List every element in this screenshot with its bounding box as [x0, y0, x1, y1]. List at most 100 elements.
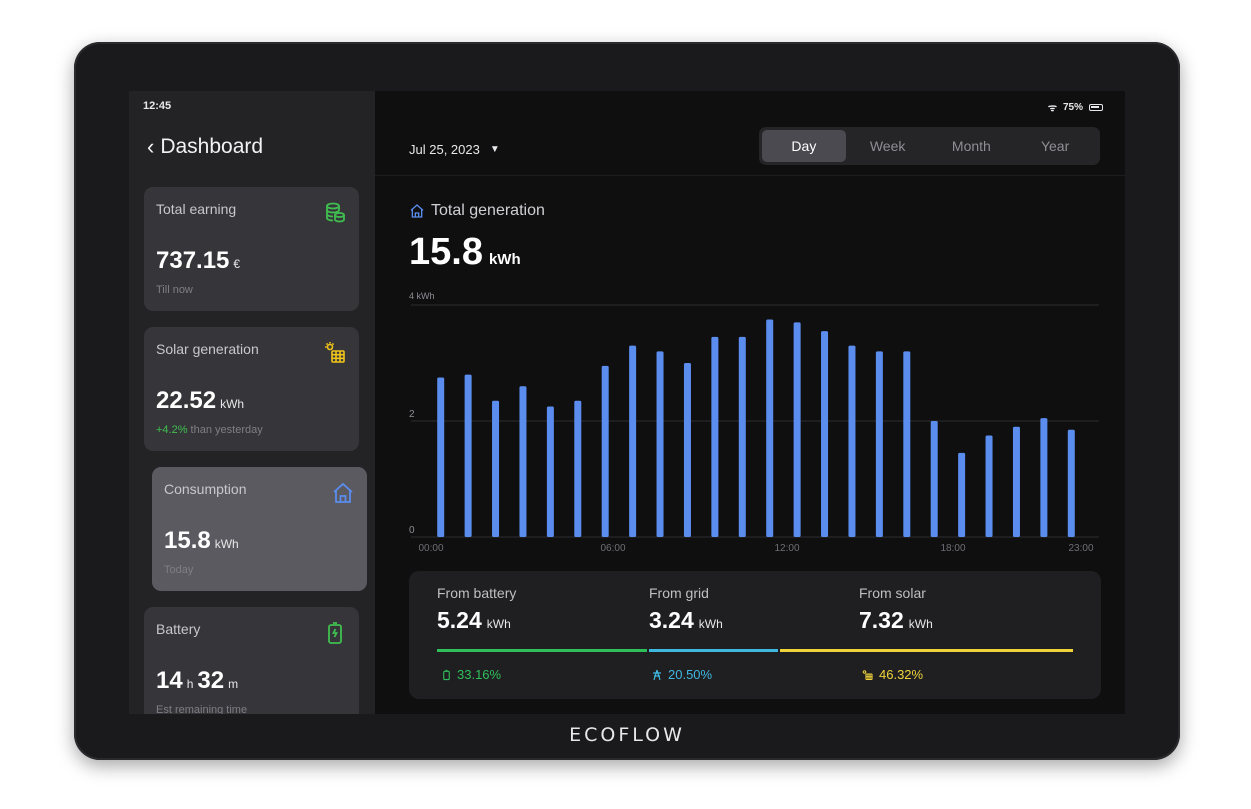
source-value: 7.32	[859, 607, 904, 633]
source-label: From grid	[649, 585, 709, 601]
chart-bar	[437, 377, 445, 537]
chart-bar	[629, 345, 637, 537]
card-total-earning[interactable]: Total earning 737.15 € Till now	[144, 187, 359, 311]
main-panel: ᯤ 75% Jul 25, 2023 ▼ Day Week Month Year…	[375, 91, 1125, 714]
share-segment	[437, 649, 647, 652]
header-divider	[375, 175, 1125, 176]
chart-bar	[683, 363, 691, 537]
chart-bar	[1012, 426, 1020, 537]
chevron-left-icon: ‹	[147, 134, 155, 159]
brand-logo: ECOFLOW	[569, 724, 685, 746]
coins-icon	[326, 202, 345, 223]
caret-down-icon: ▼	[489, 144, 500, 155]
card-label: Consumption	[164, 481, 247, 497]
home-icon	[333, 482, 353, 503]
chart-bar	[1040, 418, 1048, 537]
y-tick-label: 2	[409, 409, 415, 420]
card-solar-generation[interactable]: Solar generation 22.52 kWh +4.2% than ye…	[144, 327, 359, 451]
date-picker[interactable]: Jul 25, 2023 ▼	[409, 142, 500, 157]
source-label: From battery	[437, 585, 517, 601]
source-value: 3.24	[649, 607, 694, 633]
battery-minutes: 32	[197, 667, 225, 694]
date-value: Jul 25, 2023	[409, 142, 480, 157]
source-unit: kWh	[698, 617, 723, 631]
battery-icon	[443, 669, 450, 680]
card-subtext-tail: than yesterday	[187, 424, 263, 436]
status-time: 12:45	[143, 100, 172, 112]
chart-bar	[1067, 429, 1075, 537]
source-share-bar	[437, 649, 1073, 652]
chart-bar	[711, 336, 719, 537]
card-battery[interactable]: Battery 14 h 32 m Est remaining time	[144, 607, 359, 714]
chart-bar	[464, 374, 472, 537]
chart-bar	[930, 421, 938, 537]
grid-tower-icon	[653, 669, 661, 680]
chart-bar	[903, 351, 911, 537]
solar-panel-icon	[325, 342, 345, 363]
share-segment	[780, 649, 1073, 652]
source-label: From solar	[859, 585, 926, 601]
screen: 12:45 ‹ Dashboard Total earning 737.15 €…	[129, 91, 1125, 714]
back-button[interactable]: ‹ Dashboard	[147, 135, 263, 159]
card-value: 15.8	[164, 527, 211, 554]
x-tick-label: 00:00	[418, 543, 443, 554]
chart-bar	[519, 386, 527, 537]
period-tabs: Day Week Month Year	[759, 127, 1100, 165]
card-unit: kWh	[220, 397, 245, 411]
source-value: 5.24	[437, 607, 482, 633]
sidebar: 12:45 ‹ Dashboard Total earning 737.15 €…	[129, 91, 375, 714]
wifi-icon: ᯤ	[1047, 103, 1057, 114]
source-solar: From solar 7.32 kWh	[859, 585, 933, 634]
card-subtext: Till now	[156, 284, 193, 296]
card-label: Solar generation	[156, 341, 259, 357]
generation-unit: kWh	[488, 251, 521, 268]
tab-month[interactable]: Month	[951, 138, 991, 154]
generation-label: Total generation	[431, 202, 545, 219]
card-consumption[interactable]: Consumption 15.8 kWh Today	[152, 467, 367, 591]
battery-percent: 75%	[1062, 101, 1083, 113]
battery-hours: 14	[156, 667, 183, 694]
pct-value: 33.16%	[457, 667, 502, 682]
tab-day[interactable]: Day	[762, 130, 846, 162]
battery-hours-unit: h	[186, 677, 194, 691]
battery-icon	[328, 622, 342, 644]
pct-solar: 46.32%	[861, 667, 923, 682]
x-tick-label: 23:00	[1068, 543, 1093, 554]
status-battery-icon	[1089, 103, 1103, 111]
chart-bar	[985, 435, 993, 537]
generation-total: 15.8 kWh	[409, 231, 521, 274]
y-unit-label: 4 kWh	[409, 291, 435, 301]
card-value: 737.15	[156, 247, 230, 274]
source-grid: From grid 3.24 kWh	[649, 585, 723, 634]
chart-bar	[793, 322, 801, 537]
card-subtext: Est remaining time	[156, 704, 248, 714]
card-unit: kWh	[214, 537, 239, 551]
generation-header: Total generation	[409, 202, 545, 220]
solar-panel-icon	[862, 669, 873, 680]
chart-bar	[546, 406, 554, 537]
tab-week[interactable]: Week	[869, 138, 906, 154]
battery-minutes-unit: m	[228, 677, 239, 691]
generation-value: 15.8	[409, 231, 483, 273]
status-bar: ᯤ 75%	[1048, 100, 1103, 114]
chart-bar	[848, 345, 856, 537]
card-subtext: Today	[164, 564, 194, 576]
share-segment	[648, 649, 779, 652]
pct-value: 20.50%	[668, 667, 713, 682]
chart-bar	[656, 351, 664, 537]
chart-bar	[875, 351, 883, 537]
card-unit: €	[233, 257, 241, 271]
page-title: Dashboard	[160, 135, 264, 158]
tab-year[interactable]: Year	[1040, 138, 1070, 154]
source-unit: kWh	[486, 617, 511, 631]
chart-bar	[601, 365, 609, 537]
card-label: Battery	[156, 621, 201, 637]
chart-bar	[821, 331, 829, 537]
card-value: 22.52	[156, 387, 217, 414]
pct-value: 46.32%	[879, 667, 924, 682]
source-summary: From battery 5.24 kWh From grid 3.24 kWh…	[409, 571, 1101, 699]
chart-bar	[574, 400, 582, 537]
source-battery: From battery 5.24 kWh	[437, 585, 516, 634]
home-icon	[410, 204, 424, 218]
chart-bar	[492, 400, 500, 537]
